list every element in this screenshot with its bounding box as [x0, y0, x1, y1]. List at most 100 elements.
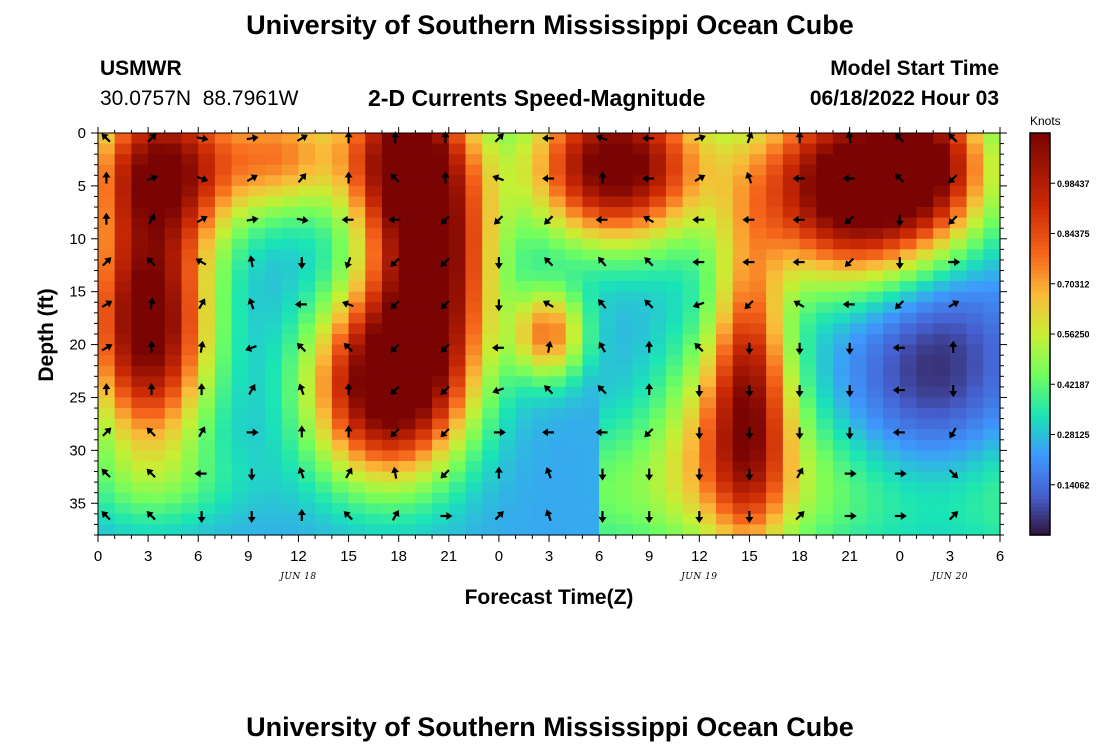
heatmap-cell [615, 524, 634, 536]
heatmap-cell [448, 334, 467, 346]
heatmap-cell [799, 429, 817, 441]
heatmap-cell [766, 196, 784, 208]
colorbar-segment [1030, 241, 1050, 247]
heatmap-cell [515, 133, 533, 145]
heatmap-cell [782, 386, 801, 399]
heatmap-cell [549, 312, 567, 325]
heatmap-cell [515, 143, 533, 155]
heatmap-cell [515, 270, 533, 282]
heatmap-cell [716, 196, 734, 208]
heatmap-cell [365, 471, 383, 483]
heatmap-cell [448, 164, 467, 176]
heatmap-cell [198, 376, 216, 388]
heatmap-cell [665, 450, 684, 462]
heatmap-cell [983, 185, 1001, 198]
heatmap-cell [849, 238, 867, 250]
colorbar-segment [1030, 382, 1050, 387]
heatmap-cell [615, 513, 634, 526]
heatmap-cell [749, 291, 767, 303]
heatmap-cell [916, 302, 934, 314]
heatmap-cell [148, 133, 166, 145]
heatmap-cell [465, 175, 483, 187]
heatmap-cell [849, 524, 867, 536]
heatmap-cell [498, 365, 517, 377]
heatmap-cell [799, 323, 817, 335]
colorbar-segment [1030, 442, 1050, 448]
colorbar-tick-label: 0.70312 [1057, 279, 1090, 289]
heatmap-cell [381, 270, 400, 282]
heatmap-cell [682, 524, 700, 536]
heatmap-cell [331, 355, 350, 367]
heatmap-cell [782, 196, 801, 208]
heatmap-cell [916, 503, 934, 515]
heatmap-cell [665, 143, 684, 155]
current-vector-arrow [102, 383, 111, 396]
heatmap-cell [348, 133, 366, 145]
heatmap-cell [348, 408, 366, 420]
heatmap-cell [732, 471, 751, 483]
heatmap-cell [331, 334, 350, 346]
heatmap-cell [799, 164, 817, 176]
heatmap-cell [164, 450, 183, 462]
heatmap-cell [315, 259, 333, 272]
heatmap-cell [281, 397, 300, 409]
heatmap-cell [816, 386, 834, 399]
heatmap-cell [532, 482, 550, 494]
heatmap-cell [582, 259, 600, 272]
heatmap-cell [732, 185, 751, 198]
heatmap-cell [432, 217, 450, 229]
heatmap-cell [498, 418, 517, 430]
heatmap-cell [515, 291, 533, 303]
heatmap-cell [231, 323, 249, 335]
heatmap-cell [214, 133, 233, 145]
heatmap-cell [164, 376, 183, 388]
heatmap-cell [899, 376, 918, 388]
heatmap-cell [164, 471, 183, 483]
heatmap-cell [799, 376, 817, 388]
heatmap-cell [866, 270, 884, 282]
colorbar-segment [1030, 470, 1050, 476]
heatmap-cell [565, 334, 583, 346]
heatmap-cell [214, 302, 233, 314]
heatmap-cell [131, 228, 149, 240]
heatmap-cell [164, 503, 183, 515]
heatmap-cell [782, 312, 801, 325]
current-vector-arrow [844, 512, 857, 520]
heatmap-cell [782, 270, 801, 282]
heatmap-cell [716, 492, 734, 504]
heatmap-cell [98, 482, 116, 494]
colorbar-segment [1030, 462, 1050, 468]
heatmap-cell [348, 365, 366, 377]
heatmap-cell [866, 302, 884, 314]
heatmap-cell [214, 429, 233, 441]
heatmap-cell [916, 365, 934, 377]
heatmap-cell [699, 408, 717, 420]
heatmap-cell [649, 175, 667, 187]
heatmap-cell [465, 439, 483, 451]
heatmap-cell [966, 344, 984, 356]
heatmap-cell [248, 323, 266, 335]
heatmap-cell [398, 196, 416, 208]
heatmap-cell [532, 217, 550, 229]
colorbar-segment [1030, 378, 1050, 383]
heatmap-cell [682, 334, 700, 346]
heatmap-cell [515, 217, 533, 229]
heatmap-cell [649, 238, 667, 250]
heatmap-cell [699, 291, 717, 303]
heatmap-cell [498, 143, 517, 155]
heatmap-cell [231, 196, 249, 208]
heatmap-cell [198, 281, 216, 293]
heatmap-cell [198, 482, 216, 494]
heatmap-cell [549, 217, 567, 229]
heatmap-cell [248, 143, 266, 155]
heatmap-cell [632, 482, 650, 494]
heatmap-cell [231, 143, 249, 155]
heatmap-cell [983, 376, 1001, 388]
heatmap-cell [966, 482, 984, 494]
heatmap-cell [933, 291, 951, 303]
heatmap-cell [615, 471, 634, 483]
heatmap-cell [832, 133, 851, 145]
heatmap-cell [265, 281, 283, 293]
heatmap-cell [933, 513, 951, 526]
heatmap-cell [782, 450, 801, 462]
